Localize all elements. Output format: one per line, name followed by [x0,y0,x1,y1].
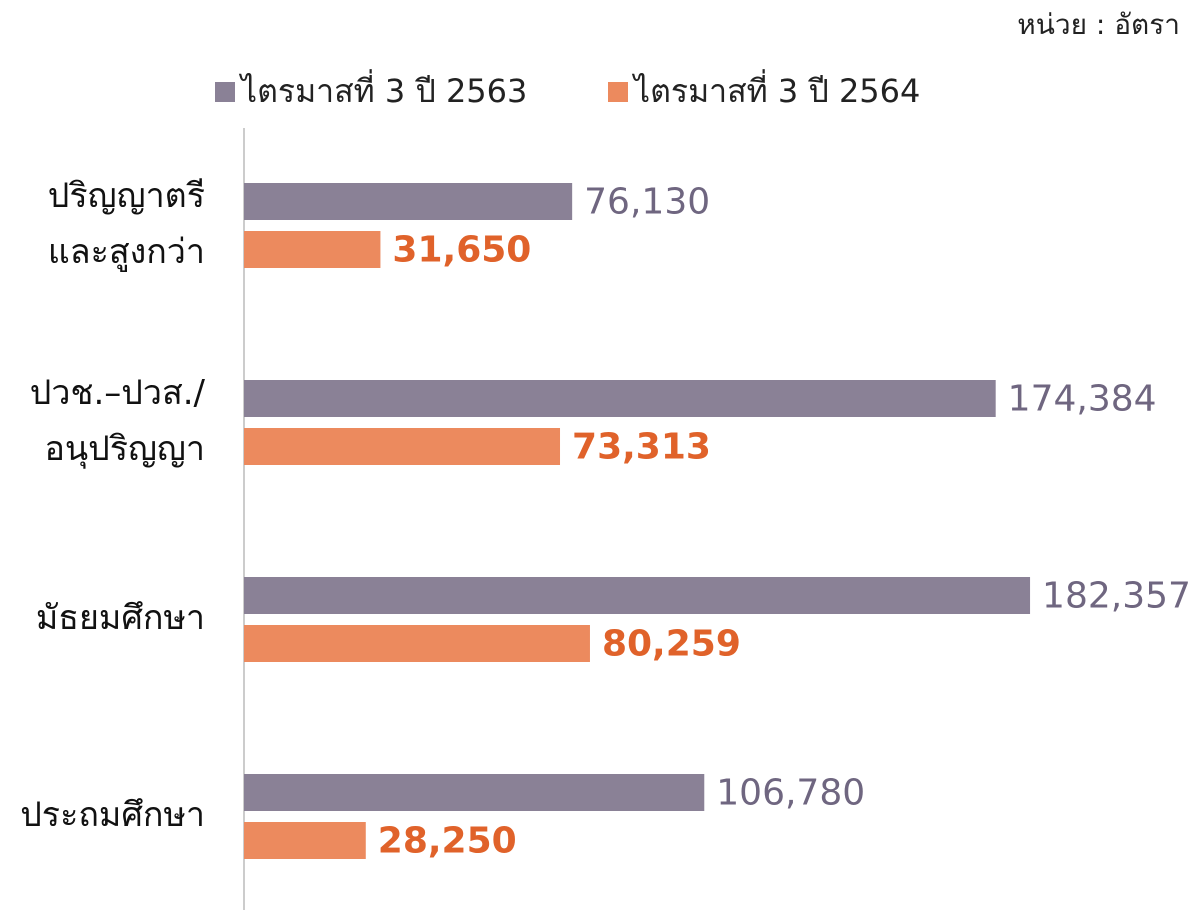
bar [244,183,573,220]
value-label: 80,259 [602,624,741,665]
bar [244,822,366,859]
bar [244,428,561,465]
value-label: 106,780 [716,773,865,814]
bar [244,625,590,662]
bar [244,380,996,417]
category-label: ปริญญาตรี [48,176,205,216]
category-label: และสูงกว่า [48,232,205,272]
value-label: 28,250 [378,821,517,862]
bar [244,774,705,811]
value-label: 31,650 [392,230,531,271]
value-label: 76,130 [584,182,710,223]
category-label: อนุปริญญา [44,429,205,469]
bar [244,231,381,268]
value-label: 73,313 [572,427,711,468]
value-label: 182,357 [1042,576,1188,617]
unit-annotation: หน่วย : อัตรา [1017,8,1180,41]
legend-label: ไตรมาสที่ 3 ปี 2563 [238,69,527,110]
category-label: ประถมศึกษา [20,795,205,835]
category-label: ปวช.–ปวส./ [30,373,206,413]
value-label: 174,384 [1008,379,1157,420]
legend-swatch [215,82,235,102]
legend-swatch [608,82,628,102]
category-label: มัธยมศึกษา [36,598,205,638]
bar [244,577,1031,614]
legend-label: ไตรมาสที่ 3 ปี 2564 [631,69,920,110]
